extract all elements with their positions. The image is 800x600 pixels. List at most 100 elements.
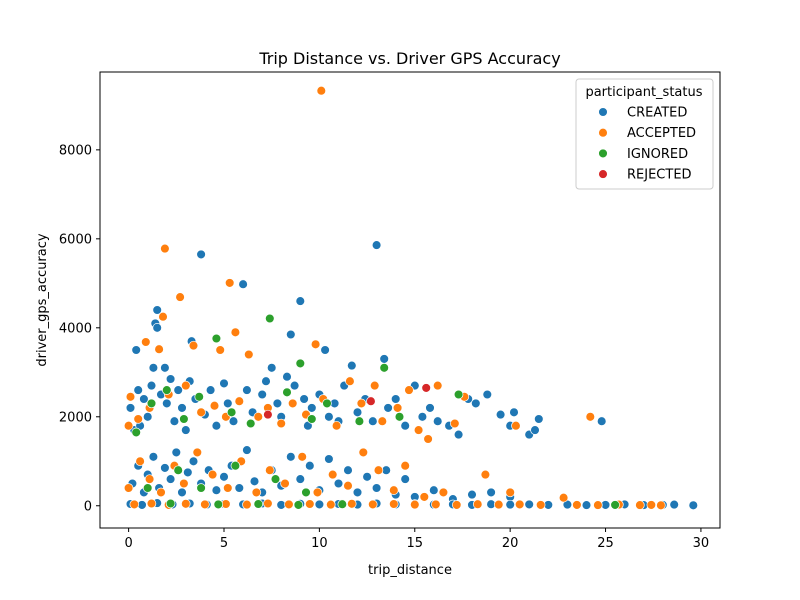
point-accepted-92 xyxy=(635,500,645,510)
point-created-47 xyxy=(324,412,334,422)
point-accepted-48 xyxy=(192,447,203,458)
point-created-83 xyxy=(165,474,176,484)
point-created-46 xyxy=(320,345,330,355)
point-ignored-7 xyxy=(245,418,256,429)
point-accepted-60 xyxy=(373,465,384,475)
point-rejected-1 xyxy=(366,396,376,406)
point-created-28 xyxy=(223,398,233,409)
point-accepted-32 xyxy=(377,416,388,426)
point-created-95 xyxy=(249,476,260,487)
point-created-26 xyxy=(211,420,222,431)
point-created-8 xyxy=(148,363,159,373)
point-accepted-59 xyxy=(358,447,369,458)
point-created-39 xyxy=(286,329,296,340)
point-created-99 xyxy=(286,452,296,462)
point-created-65 xyxy=(453,429,464,440)
point-accepted-64 xyxy=(438,487,449,498)
point-created-105 xyxy=(343,465,353,475)
point-accepted-45 xyxy=(156,487,166,498)
point-created-93 xyxy=(234,483,245,493)
point-accepted-62 xyxy=(400,460,410,471)
point-accepted-18 xyxy=(234,396,245,406)
point-created-113 xyxy=(429,485,439,495)
point-accepted-85 xyxy=(493,499,504,510)
point-ignored-8 xyxy=(265,313,275,324)
point-created-87 xyxy=(188,456,199,467)
point-ignored-20 xyxy=(230,460,241,471)
point-accepted-19 xyxy=(244,349,254,360)
points-layer xyxy=(123,85,699,511)
point-created-42 xyxy=(299,394,309,404)
point-ignored-18 xyxy=(173,465,183,475)
point-created-115 xyxy=(467,489,477,500)
y-tick-label-6000: 6000 xyxy=(59,232,92,247)
point-accepted-90 xyxy=(593,500,603,510)
legend-label-created: CREATED xyxy=(627,106,687,121)
point-created-3 xyxy=(133,385,143,395)
point-created-67 xyxy=(471,398,481,409)
point-created-148 xyxy=(669,499,679,510)
point-created-44 xyxy=(307,403,317,413)
x-tick-label-10: 10 xyxy=(311,536,328,551)
point-created-58 xyxy=(390,394,401,404)
point-created-116 xyxy=(486,487,496,498)
x-tick-label-5: 5 xyxy=(220,536,228,551)
point-created-13 xyxy=(160,363,170,373)
point-created-11 xyxy=(152,323,162,333)
point-accepted-23 xyxy=(287,398,298,409)
point-accepted-38 xyxy=(450,418,460,429)
point-created-10 xyxy=(152,305,162,315)
point-created-69 xyxy=(495,409,506,420)
point-created-5 xyxy=(139,394,149,404)
point-accepted-12 xyxy=(196,407,206,418)
plot-frame xyxy=(99,71,721,529)
point-accepted-41 xyxy=(585,412,596,422)
y-tick-label-0: 0 xyxy=(84,499,92,514)
point-ignored-16 xyxy=(453,389,464,400)
point-accepted-22 xyxy=(276,418,286,429)
point-ignored-28 xyxy=(610,500,620,510)
point-created-85 xyxy=(177,487,187,498)
point-accepted-78 xyxy=(347,499,357,509)
point-created-57 xyxy=(383,403,393,413)
point-created-14 xyxy=(162,398,172,409)
point-created-27 xyxy=(219,378,229,389)
point-accepted-9 xyxy=(175,292,185,302)
point-created-7 xyxy=(146,380,157,391)
point-accepted-25 xyxy=(310,339,321,350)
point-created-2 xyxy=(131,345,141,355)
point-accepted-42 xyxy=(123,483,134,493)
point-created-41 xyxy=(295,296,306,306)
point-accepted-40 xyxy=(511,420,521,431)
point-accepted-37 xyxy=(432,380,443,391)
point-created-143 xyxy=(581,500,592,510)
point-accepted-54 xyxy=(280,478,290,489)
point-accepted-57 xyxy=(327,469,338,480)
point-created-62 xyxy=(425,403,435,413)
legend-marker-rejected xyxy=(598,169,608,179)
point-accepted-86 xyxy=(514,499,525,510)
point-created-40 xyxy=(289,380,300,391)
point-created-54 xyxy=(368,416,378,426)
point-accepted-73 xyxy=(242,499,252,510)
point-accepted-28 xyxy=(331,420,342,431)
point-created-129 xyxy=(314,499,325,510)
point-created-90 xyxy=(211,485,222,495)
point-created-17 xyxy=(173,385,183,395)
point-ignored-17 xyxy=(142,483,153,493)
point-created-16 xyxy=(169,416,180,426)
y-tick-label-8000: 8000 xyxy=(59,143,92,158)
point-accepted-43 xyxy=(135,456,145,467)
point-ignored-26 xyxy=(293,500,304,510)
point-created-86 xyxy=(183,467,193,478)
point-created-34 xyxy=(261,376,271,386)
point-accepted-2 xyxy=(133,414,143,424)
legend-marker-accepted xyxy=(598,127,608,138)
point-accepted-61 xyxy=(389,485,399,495)
point-created-55 xyxy=(371,240,382,250)
point-accepted-53 xyxy=(265,465,275,475)
point-accepted-49 xyxy=(207,469,218,480)
point-created-63 xyxy=(432,416,443,426)
x-tick-label-20: 20 xyxy=(502,536,519,551)
legend-label-rejected: REJECTED xyxy=(627,168,692,183)
